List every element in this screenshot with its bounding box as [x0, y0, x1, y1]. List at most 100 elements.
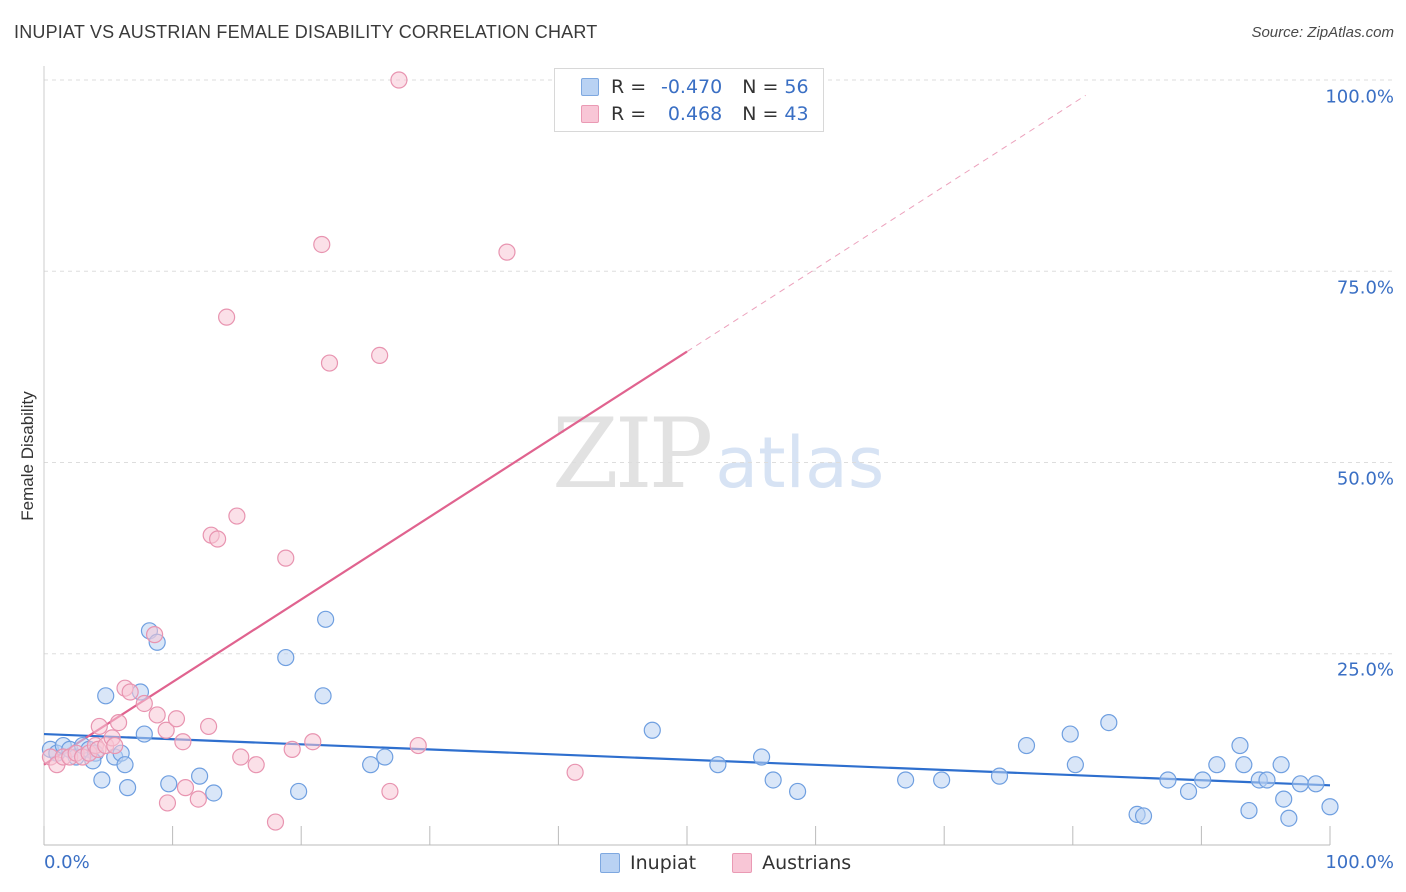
- austrians-point: [566, 763, 584, 781]
- inupiat-point: [1291, 775, 1310, 793]
- austrians-point: [209, 530, 227, 548]
- x-tick-label-100: 100.0%: [1325, 852, 1394, 873]
- austrians-point: [121, 683, 139, 701]
- austrians-point: [174, 733, 192, 751]
- inupiat-point: [1240, 801, 1258, 820]
- inupiat-point: [1307, 775, 1325, 793]
- r-label: R =: [611, 76, 647, 98]
- inupiat-point: [1194, 771, 1212, 789]
- inupiat-point: [160, 775, 178, 793]
- austrians-point: [90, 717, 108, 736]
- austrians-point: [158, 794, 177, 812]
- austrians-point: [189, 790, 207, 808]
- r-value: 0.468: [667, 103, 723, 125]
- austrians-point: [266, 813, 285, 831]
- inupiat-point: [752, 748, 771, 766]
- inupiat-point: [1231, 736, 1249, 755]
- inupiat-point: [135, 725, 153, 743]
- legend-row-inupiat: R = -0.470 N = 56: [581, 75, 809, 99]
- series-legend: Inupiat Austrians: [600, 852, 887, 874]
- inupiat-point: [314, 687, 332, 705]
- trend-lines: [43, 94, 1331, 787]
- legend-item-inupiat[interactable]: Inupiat: [600, 852, 696, 874]
- inupiat-point: [1134, 807, 1153, 825]
- inupiat-point: [933, 771, 951, 789]
- source-credit: Source: ZipAtlas.com: [1251, 24, 1394, 41]
- inupiat-point: [1100, 713, 1118, 732]
- austrians-point: [381, 782, 399, 801]
- inupiat-point: [1280, 809, 1298, 827]
- inupiat-point: [990, 767, 1009, 785]
- inupiat-point: [277, 648, 295, 667]
- inupiat-point: [376, 748, 394, 766]
- austrians-point: [313, 235, 331, 254]
- inupiat-point: [290, 782, 308, 801]
- data-points: [41, 71, 1339, 831]
- inupiat-point: [643, 721, 661, 739]
- austrians-point: [232, 748, 250, 766]
- r-value: -0.470: [660, 76, 723, 98]
- austrians-point: [106, 736, 124, 755]
- n-label: N =: [742, 76, 779, 98]
- inupiat-point: [1235, 756, 1253, 774]
- austrians-point: [228, 507, 246, 525]
- x-tick-label-0: 0.0%: [44, 852, 90, 873]
- austrians-point: [167, 710, 186, 728]
- austrians-point: [109, 713, 128, 732]
- austrians-trend-extension: [686, 94, 1086, 352]
- austrians-point: [176, 779, 195, 797]
- legend-item-austrians[interactable]: Austrians: [732, 852, 851, 874]
- chart-title: INUPIAT VS AUSTRIAN FEMALE DISABILITY CO…: [14, 22, 598, 42]
- austrians-point: [145, 626, 164, 644]
- inupiat-point: [788, 782, 807, 801]
- legend-label-austrians: Austrians: [762, 852, 852, 874]
- austrians-point: [320, 354, 339, 372]
- inupiat-point: [362, 756, 380, 774]
- austrians-point: [409, 736, 427, 755]
- inupiat-point: [1066, 756, 1084, 774]
- n-value: 56: [784, 76, 809, 98]
- inupiat-point: [897, 771, 915, 789]
- inupiat-point: [191, 767, 209, 785]
- inupiat-point: [205, 784, 223, 802]
- inupiat-point: [317, 610, 335, 628]
- austrians-point: [371, 346, 389, 364]
- austrians-point: [218, 308, 236, 326]
- austrians-point: [157, 721, 175, 739]
- inupiat-point: [709, 756, 727, 774]
- inupiat-point: [1159, 771, 1177, 789]
- inupiat-point: [1321, 798, 1339, 816]
- n-value: 43: [784, 103, 809, 125]
- y-tick-label-75: 75.0%: [1336, 277, 1394, 299]
- austrians-point: [200, 717, 218, 736]
- austrians-point: [283, 740, 301, 758]
- austrians-swatch: [581, 105, 599, 123]
- inupiat-point: [1017, 736, 1036, 755]
- austrians-point: [247, 756, 265, 774]
- inupiat-trend-line: [43, 732, 1331, 787]
- austrians-swatch: [732, 853, 753, 873]
- inupiat-point: [93, 771, 111, 789]
- inupiat-point: [1275, 790, 1293, 808]
- inupiat-swatch: [581, 78, 599, 96]
- legend-label-inupiat: Inupiat: [630, 852, 697, 874]
- axes: [43, 66, 1331, 846]
- inupiat-swatch: [600, 853, 620, 873]
- inupiat-point: [1208, 756, 1226, 774]
- austrians-point: [135, 694, 153, 713]
- inupiat-point: [1272, 756, 1290, 774]
- inupiat-point: [1061, 725, 1079, 743]
- y-tick-label-25: 25.0%: [1336, 659, 1394, 681]
- n-label: N =: [742, 103, 779, 125]
- inupiat-point: [118, 779, 137, 797]
- inupiat-point: [1179, 782, 1198, 801]
- inupiat-point: [1258, 771, 1276, 789]
- austrians-trend-line: [43, 350, 688, 766]
- inupiat-point: [97, 687, 115, 705]
- y-tick-label-100: 100.0%: [1325, 86, 1394, 108]
- austrians-point: [277, 549, 295, 567]
- gridlines: [44, 79, 1394, 655]
- r-label: R =: [611, 103, 647, 125]
- y-axis-label: Female Disability: [18, 391, 37, 521]
